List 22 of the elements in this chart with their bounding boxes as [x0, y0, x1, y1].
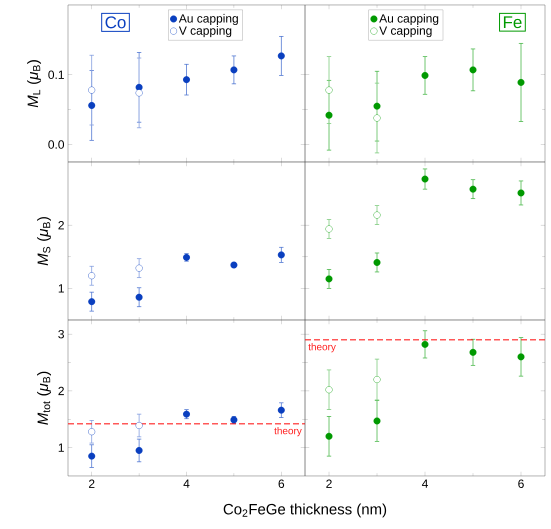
legend-label: Au capping	[178, 14, 238, 26]
y-tick-label: 0.0	[48, 140, 64, 149]
y-tick-label: 2	[58, 221, 64, 230]
legend-label: V capping	[178, 26, 232, 38]
ref-line-label: theory	[308, 343, 336, 352]
annotation: Fe	[504, 16, 522, 28]
ref-line-label: theory	[274, 426, 302, 436]
y-tick-label: 1	[58, 444, 64, 452]
legend-label: V capping	[379, 26, 432, 38]
y-tick-label: 1	[58, 284, 64, 292]
x-tick-label: 6	[518, 480, 524, 488]
y-tick-label: 3	[58, 330, 64, 338]
x-tick-label: 2	[326, 480, 332, 488]
x-axis-title: Co$_{2}$FeGe thickness (nm)	[224, 504, 386, 518]
x-tick-label: 2	[88, 480, 94, 488]
y-tick-label: 2	[58, 386, 64, 396]
x-tick-label: 4	[183, 480, 190, 488]
y-tick-label: 0.1	[48, 70, 64, 79]
annotation: Co	[106, 16, 126, 28]
x-tick-label: 4	[422, 480, 428, 488]
legend-label: Au capping	[379, 14, 438, 26]
x-tick-label: 6	[278, 480, 284, 488]
